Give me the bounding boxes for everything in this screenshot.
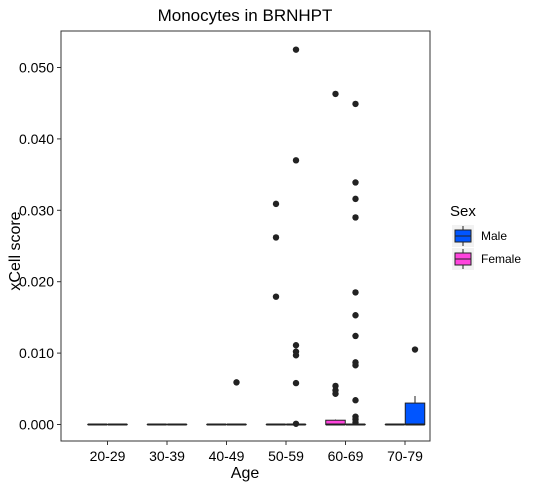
outlier-point xyxy=(352,332,359,340)
outlier-point xyxy=(352,289,359,296)
x-tick-label: 50-59 xyxy=(268,448,304,464)
x-tick-label: 70-79 xyxy=(387,448,423,464)
legend: Sex Male Female xyxy=(450,203,521,270)
legend-label-female: Female xyxy=(481,252,521,266)
y-tick-label: 0.050 xyxy=(19,60,54,76)
outlier-point xyxy=(332,90,339,98)
outlier-point xyxy=(272,200,280,208)
x-tick-label: 40-49 xyxy=(209,448,245,464)
y-axis-title: xCell score xyxy=(7,211,24,290)
x-tick-label: 60-69 xyxy=(328,448,364,464)
outlier-point xyxy=(411,346,419,353)
outlier-point xyxy=(332,390,339,397)
y-tick-label: 0.020 xyxy=(19,274,54,290)
outlier-point xyxy=(352,419,359,426)
outlier-point xyxy=(352,195,359,203)
chart-title: Monocytes in BRNHPT xyxy=(158,6,333,25)
outlier-point xyxy=(292,352,300,359)
outlier-point xyxy=(272,234,280,241)
plot-panel xyxy=(60,30,431,442)
outlier-point xyxy=(272,293,280,300)
y-tick-label: 0.030 xyxy=(19,202,54,218)
x-axis-title: Age xyxy=(231,465,260,482)
y-axis: 0.000 0.010 0.020 0.030 0.040 0.050 xyxy=(19,60,61,433)
legend-label-male: Male xyxy=(481,229,507,243)
y-tick-label: 0.040 xyxy=(19,131,54,147)
legend-title: Sex xyxy=(450,203,476,220)
outlier-point xyxy=(352,312,359,319)
y-tick-label: 0.010 xyxy=(19,345,54,361)
box-male xyxy=(404,402,426,425)
outlier-point xyxy=(352,362,359,369)
outlier-point xyxy=(352,397,359,404)
outlier-point xyxy=(292,46,300,53)
x-axis: 20-29 30-39 40-49 50-59 60-69 70-79 xyxy=(90,441,423,464)
outlier-point xyxy=(352,214,359,221)
outlier-point xyxy=(352,179,359,186)
outlier-point xyxy=(292,420,300,427)
x-tick-label: 20-29 xyxy=(90,448,126,464)
outlier-point xyxy=(292,342,300,349)
y-tick-label: 0.000 xyxy=(19,417,54,433)
x-tick-label: 30-39 xyxy=(149,448,185,464)
outlier-point xyxy=(233,379,240,386)
box-layer xyxy=(87,395,426,426)
outlier-layer xyxy=(233,46,419,427)
outlier-point xyxy=(352,100,359,108)
outlier-point xyxy=(292,379,300,387)
outlier-point xyxy=(292,157,300,164)
